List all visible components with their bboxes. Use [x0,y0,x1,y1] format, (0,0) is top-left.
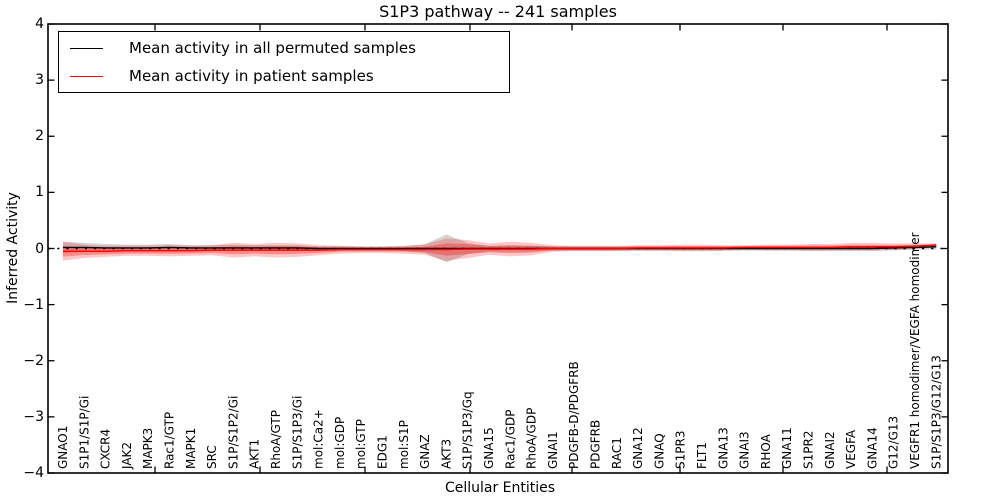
legend-entry-patient: Mean activity in patient samples [59,67,509,85]
legend: Mean activity in all permuted samples Me… [58,31,510,93]
x-tick-label: GNA11 [780,427,794,469]
x-axis-label: Cellular Entities [444,480,556,496]
x-tick-label: GNAO1 [56,426,70,469]
x-tick-label: RhoA/GTP [269,410,283,469]
x-tick-label: MAPK3 [141,428,155,469]
y-tick-label: 2 [35,128,44,145]
x-tick-label: AKT3 [439,439,453,469]
y-tick-label: 0 [35,240,44,257]
legend-line-sample-black [70,47,103,49]
x-tick-label: FLT1 [695,442,709,469]
x-tick-label: mol:Ca2+ [312,409,326,469]
legend-line-sample-red [70,75,103,77]
x-tick-label: mol:GTP [354,419,368,469]
y-tick-label: 3 [35,72,44,89]
x-tick-label: JAK2 [120,442,134,470]
x-tick-label: GNA12 [631,427,645,469]
x-tick-label: Rac1/GTP [163,412,177,469]
x-tick-label: AKT1 [248,439,262,469]
x-tick-label: G12/G13 [887,416,901,469]
y-tick-label: −3 [23,408,44,425]
x-tick-label: mol:S1P [397,420,411,469]
x-tick-label: GNAI1 [546,431,560,469]
x-tick-label: GNA15 [482,427,496,469]
x-tick-label: S1P/S1P3/Gi [290,396,304,469]
legend-entry-permuted: Mean activity in all permuted samples [59,39,509,57]
x-tick-label: GNA13 [716,427,730,469]
x-tick-label: RhoA/GDP [525,408,539,469]
y-tick-label: −2 [23,352,44,369]
x-tick-label: mol:GDP [333,417,347,469]
x-tick-label: GNAQ [652,433,666,469]
x-tick-label: MAPK1 [184,428,198,469]
legend-label: Mean activity in patient samples [129,67,374,85]
x-tick-label: VEGFA [844,429,858,469]
x-tick-label: SRC [205,445,219,469]
y-tick-label: 4 [35,16,44,32]
x-tick-label: RHOA [759,433,773,469]
x-tick-label: S1PR2 [802,431,816,469]
x-tick-label: VEGFR1 homodimer/VEGFA homodimer [908,232,922,469]
x-tick-label: EDG1 [376,435,390,469]
x-tick-label: Rac1/GDP [503,410,517,469]
patient-mean-line [63,244,937,253]
x-tick-label: GNAI3 [738,431,752,469]
y-tick-label: −4 [23,465,44,481]
x-tick-label: RAC1 [610,437,624,469]
x-tick-label: S1P/S1P3/G12/G13 [929,355,943,469]
x-tick-label: S1P/S1P3/Gq [461,391,475,469]
x-tick-label: S1PR3 [674,431,688,469]
patient-std-band-inner [63,243,937,257]
legend-label: Mean activity in all permuted samples [129,39,416,57]
x-tick-label: PDGFRB [589,420,603,469]
x-tick-label: GNA14 [865,427,879,469]
y-tick-label: −1 [23,296,44,313]
x-tick-label: GNAI2 [823,431,837,469]
x-tick-label: CXCR4 [99,429,113,469]
x-tick-label: GNAZ [418,434,432,469]
y-tick-label: 1 [35,184,44,201]
x-tick-label: S1P1/S1P/Gi [77,396,91,469]
x-tick-label: PDGFB-D/PDGFRB [567,361,581,469]
chart-title: S1P3 pathway -- 241 samples [379,2,617,21]
x-tick-label: S1P/S1P2/Gi [226,396,240,469]
